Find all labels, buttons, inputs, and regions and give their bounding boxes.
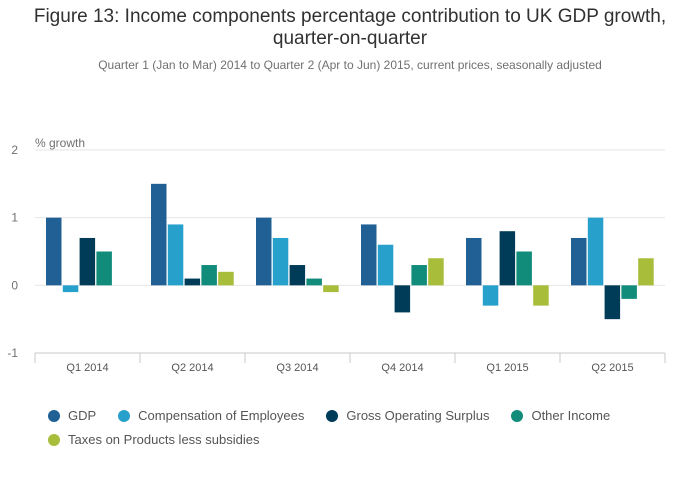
y-tick-label: -1 [7,346,18,360]
bar-5-3 [499,231,516,286]
legend-label: Taxes on Products less subsidies [68,432,260,447]
legend-item-3[interactable]: Gross Operating Surplus [326,408,489,423]
chart-title: Figure 13: Income components percentage … [0,6,700,50]
bar-5-4 [516,251,532,286]
bar-2-5 [218,271,234,286]
legend-label: GDP [68,408,97,423]
bar-2-1 [151,183,167,286]
bar-3-2 [272,237,289,286]
legend-item-2[interactable]: Compensation of Employees [118,408,304,423]
bar-2-4 [201,265,217,286]
y-tick-label: 1 [11,211,18,225]
legend-label: Other Income [531,408,611,423]
x-tick-label: Q2 2014 [171,362,213,374]
y-axis-label: % growth [35,136,86,150]
legend-swatch [48,409,60,422]
bar-6-5 [638,258,654,286]
x-tick-label: Q3 2014 [276,362,318,374]
x-tick-label: Q2 2015 [591,362,633,374]
bar-3-4 [306,278,322,286]
legend-swatch [511,409,524,422]
legend-item-4[interactable]: Other Income [511,408,610,423]
bar-2-3 [184,278,201,286]
bar-1-2 [62,285,79,293]
bar-4-5 [428,258,444,286]
x-tick-label: Q1 2014 [66,362,108,374]
x-tick-label: Q1 2015 [486,362,528,374]
bar-5-5 [533,285,549,306]
x-tick-label: Q4 2014 [381,362,423,374]
bar-3-3 [289,265,306,286]
legend-swatch [118,409,131,422]
bar-6-3 [604,285,621,320]
bar-chart: 2 1 0 -1 Q1 2014 Q2 2014 Q3 2014 Q4 2014 Q1 2015… [7,143,666,374]
bar-3-5 [323,285,339,293]
bar-4-1 [361,224,377,286]
y-tick-label: 2 [11,143,18,157]
legend-swatch [48,433,60,446]
chart-title-line1: Figure 13: Income components percentage … [33,6,667,27]
legend-swatch [326,409,339,422]
bar-1-1 [46,217,62,286]
chart-subtitle: Quarter 1 (Jan to Mar) 2014 to Quarter 2… [98,58,602,72]
legend-item-1[interactable]: GDP [48,408,96,423]
bar-4-2 [377,244,394,286]
legend-item-5[interactable]: Taxes on Products less subsidies [48,432,259,447]
bar-3-1 [256,217,272,286]
legend-label: Compensation of Employees [138,408,305,423]
bar-6-2 [587,217,604,286]
legend: GDP Compensation of Employees Gross Operat… [48,408,668,456]
bar-5-1 [466,237,482,286]
y-tick-label: 0 [11,278,18,292]
bar-1-4 [96,251,112,286]
bar-5-2 [482,285,499,306]
bar-4-4 [411,265,427,286]
bar-4-3 [394,285,411,313]
bar-2-2 [167,224,184,286]
legend-label: Gross Operating Surplus [346,408,490,423]
bar-1-3 [79,237,96,286]
bar-6-1 [571,237,587,286]
chart-title-line2: quarter-on-quarter [272,28,428,49]
bar-6-4 [621,285,637,299]
